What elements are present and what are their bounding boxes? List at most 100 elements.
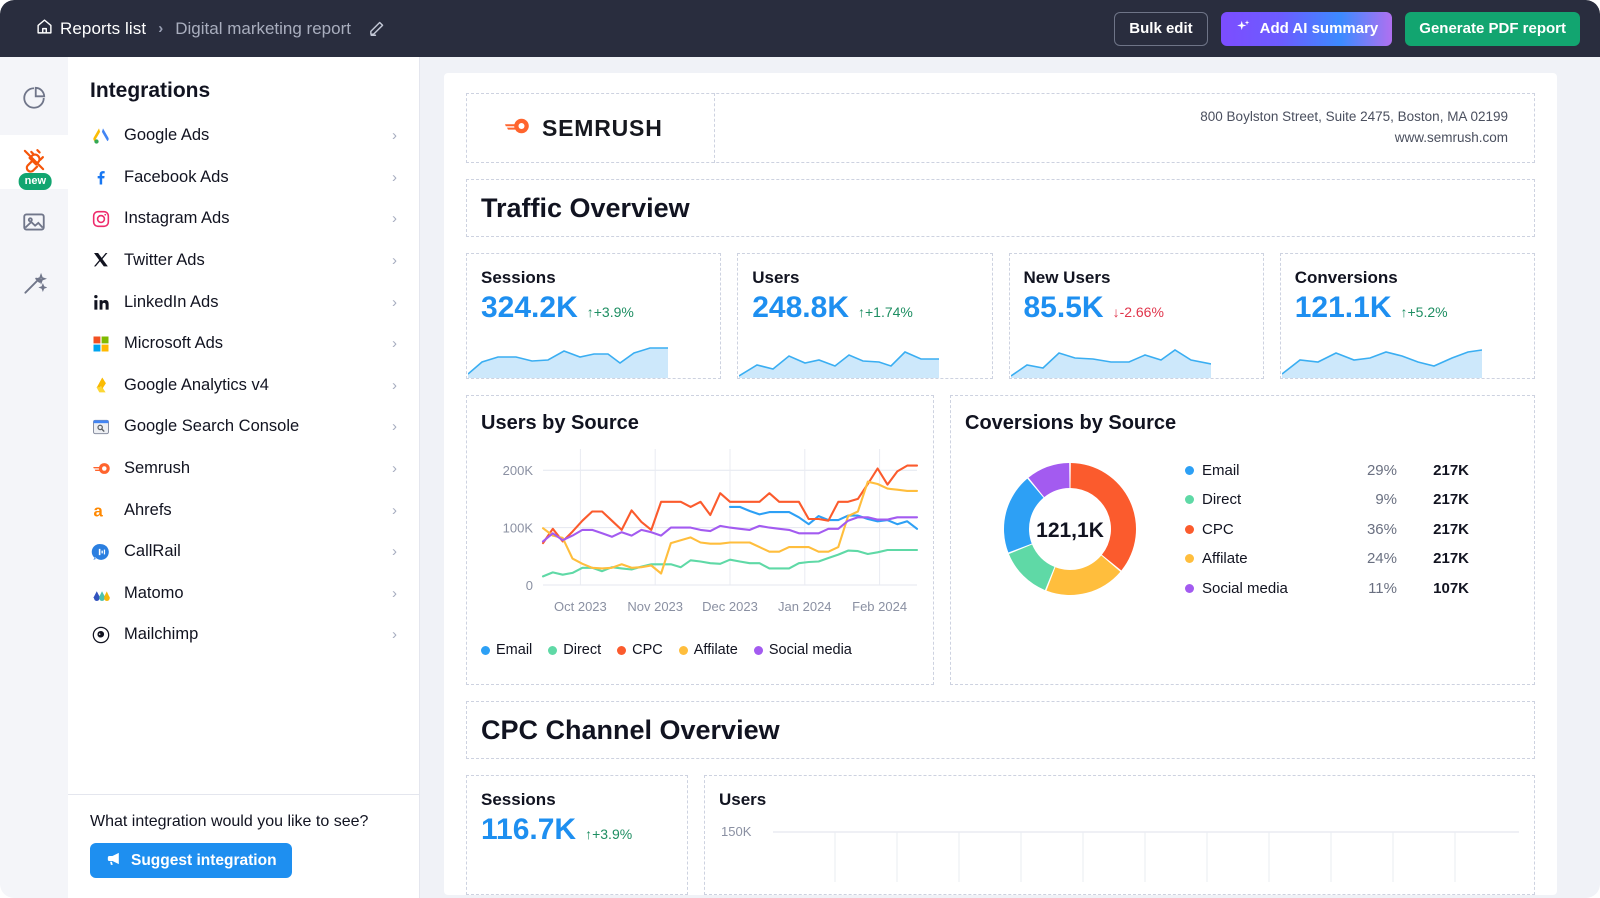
matomo-icon bbox=[90, 582, 112, 604]
sidebar-item-label: Facebook Ads bbox=[124, 167, 229, 186]
rail-item-integrations[interactable]: new bbox=[0, 135, 68, 190]
legend-label: Email bbox=[496, 642, 533, 658]
sidebar-item-ahrefs[interactable]: a Ahrefs › bbox=[68, 489, 419, 531]
facebook-icon bbox=[90, 166, 112, 188]
icon-rail: new bbox=[0, 57, 68, 898]
chevron-right-icon: › bbox=[392, 501, 397, 519]
breadcrumb-reports-list[interactable]: Reports list bbox=[36, 18, 146, 40]
legend-item-email[interactable]: Email bbox=[481, 642, 532, 658]
chart-card-users-by-source[interactable]: Users by Source 0 100K 200K Oct 2023 Nov 202… bbox=[466, 395, 934, 685]
semrush-logo-icon bbox=[505, 115, 533, 142]
donut-legend-item-affilate[interactable]: Affilate 24% 217K bbox=[1185, 544, 1469, 574]
sidebar-item-instagram-ads[interactable]: Instagram Ads › bbox=[68, 198, 419, 240]
bulk-edit-button[interactable]: Bulk edit bbox=[1114, 11, 1208, 46]
sidebar-item-twitter-ads[interactable]: Twitter Ads › bbox=[68, 240, 419, 282]
donut-legend-item-cpc[interactable]: CPC 36% 217K bbox=[1185, 514, 1469, 544]
mailchimp-icon bbox=[90, 624, 112, 646]
rail-item-images[interactable] bbox=[0, 197, 68, 251]
google-analytics-icon bbox=[90, 374, 112, 396]
donut-slice-direct[interactable] bbox=[1008, 544, 1055, 591]
add-ai-summary-button[interactable]: Add AI summary bbox=[1220, 11, 1393, 46]
donut-slice-email[interactable] bbox=[1004, 478, 1044, 553]
sidebar-item-google-search-console[interactable]: Google Search Console › bbox=[68, 406, 419, 448]
donut-legend-item-social-media[interactable]: Social media 11% 107K bbox=[1185, 573, 1469, 603]
chevron-right-icon: › bbox=[392, 293, 397, 311]
kpi-card-sessions[interactable]: Sessions 324.2K ↑+3.9% bbox=[466, 253, 722, 379]
donut-center-label: 121,1K bbox=[1036, 519, 1104, 542]
chevron-right-icon: › bbox=[392, 584, 397, 602]
legend-item-social-media[interactable]: Social media bbox=[753, 642, 852, 658]
sidebar-item-label: Google Analytics v4 bbox=[124, 375, 269, 394]
rail-item-ai-tools[interactable] bbox=[0, 259, 68, 313]
legend-dot bbox=[617, 645, 627, 655]
line-chart-svg: 0 100K 200K Oct 2023 Nov 2023 Dec 2023 Jan 202… bbox=[503, 449, 919, 614]
donut-legend-item-direct[interactable]: Direct 9% 217K bbox=[1185, 485, 1469, 515]
axis-tick-label: 150K bbox=[721, 824, 752, 839]
sidebar-item-mailchimp[interactable]: Mailchimp › bbox=[68, 614, 419, 656]
sidebar-item-label: Google Ads bbox=[124, 126, 210, 145]
generate-pdf-report-button[interactable]: Generate PDF report bbox=[1405, 11, 1580, 46]
legend-value: 217K bbox=[1433, 520, 1469, 538]
plug-icon bbox=[20, 146, 48, 179]
chart-legend: Email Direct CPC Affilate bbox=[481, 642, 919, 658]
legend-value: 217K bbox=[1433, 550, 1469, 567]
donut-slice-affilate[interactable] bbox=[1046, 555, 1121, 595]
axis-tick-label: Jan 2024 bbox=[778, 599, 832, 614]
kpi-delta: ↑+3.9% bbox=[586, 303, 634, 320]
sidebar-item-callrail[interactable]: CallRail › bbox=[68, 531, 419, 573]
legend-item-direct[interactable]: Direct bbox=[548, 642, 601, 658]
breadcrumb-current-label: Digital marketing report bbox=[175, 18, 351, 38]
sidebar-item-google-ads[interactable]: Google Ads › bbox=[68, 115, 419, 157]
pencil-icon[interactable] bbox=[368, 20, 385, 37]
donut-legend-item-email[interactable]: Email 29% 217K bbox=[1185, 455, 1469, 485]
section-title: Traffic Overview bbox=[481, 192, 690, 223]
legend-dot bbox=[678, 645, 688, 655]
chart-card-conversions-by-source[interactable]: Coversions by Source 121,1K Email bbox=[950, 395, 1535, 685]
search-console-icon bbox=[90, 416, 112, 438]
kpi-title: New Users bbox=[1023, 268, 1111, 287]
legend-label: Social media bbox=[1202, 579, 1288, 597]
legend-dot bbox=[548, 645, 558, 655]
report-canvas[interactable]: SEMRUSH 800 Boylston Street, Suite 2475,… bbox=[420, 57, 1600, 898]
legend-label: CPC bbox=[632, 642, 663, 658]
chevron-right-icon: › bbox=[392, 335, 397, 353]
linkedin-icon bbox=[90, 291, 112, 313]
donut-chart: 121,1K bbox=[965, 449, 1175, 609]
semrush-icon bbox=[90, 458, 112, 480]
sidebar-item-google-analytics-v4[interactable]: Google Analytics v4 › bbox=[68, 365, 419, 407]
sidebar-item-semrush[interactable]: Semrush › bbox=[68, 448, 419, 490]
chevron-right-icon: › bbox=[392, 210, 397, 228]
kpi-title: Users bbox=[752, 268, 800, 287]
donut-legend: Email 29% 217K Direct 9% bbox=[1185, 455, 1469, 603]
legend-item-cpc[interactable]: CPC bbox=[617, 642, 663, 658]
integrations-sidebar: Integrations Google Ads › bbox=[68, 57, 420, 898]
kpi-delta: ↑+1.74% bbox=[858, 303, 913, 320]
section-heading-cpc-channel-overview[interactable]: CPC Channel Overview bbox=[466, 701, 1535, 759]
legend-item-affilate[interactable]: Affilate bbox=[678, 642, 738, 658]
chevron-right-icon: › bbox=[392, 543, 397, 561]
sidebar-item-label: Ahrefs bbox=[124, 500, 172, 519]
chart-card-cpc-users[interactable]: Users 150K bbox=[704, 775, 1535, 895]
kpi-card-cpc-sessions[interactable]: Sessions 116.7K ↑+3.9% bbox=[466, 775, 688, 895]
legend-dot bbox=[1185, 583, 1194, 593]
kpi-card-new-users[interactable]: New Users 85.5K ↓-2.66% bbox=[1008, 253, 1264, 379]
sidebar-item-matomo[interactable]: Matomo › bbox=[68, 573, 419, 615]
suggest-integration-button[interactable]: Suggest integration bbox=[90, 843, 292, 878]
donut-slice-cpc[interactable] bbox=[1070, 463, 1136, 571]
instagram-icon bbox=[90, 208, 112, 230]
sidebar-item-linkedin-ads[interactable]: LinkedIn Ads › bbox=[68, 281, 419, 323]
legend-percent: 29% bbox=[1366, 461, 1397, 479]
chart-title: Coversions by Source bbox=[965, 412, 1177, 434]
section-heading-traffic-overview[interactable]: Traffic Overview bbox=[466, 179, 1535, 237]
suggest-question: What integration would you like to see? bbox=[90, 813, 369, 830]
donut-slice-social-media[interactable] bbox=[1028, 463, 1070, 498]
report-header[interactable]: SEMRUSH 800 Boylston Street, Suite 2475,… bbox=[466, 93, 1535, 163]
kpi-title: Sessions bbox=[481, 268, 556, 287]
kpi-card-conversions[interactable]: Conversions 121.1K ↑+5.2% bbox=[1279, 253, 1535, 379]
rail-item-reports[interactable] bbox=[0, 73, 68, 127]
sidebar-item-microsoft-ads[interactable]: Microsoft Ads › bbox=[68, 323, 419, 365]
kpi-value: 121.1K bbox=[1294, 291, 1392, 324]
kpi-card-users[interactable]: Users 248.8K ↑+1.74% bbox=[737, 253, 993, 379]
sidebar-item-facebook-ads[interactable]: Facebook Ads › bbox=[68, 157, 419, 199]
axis-tick-label: Dec 2023 bbox=[702, 599, 758, 614]
